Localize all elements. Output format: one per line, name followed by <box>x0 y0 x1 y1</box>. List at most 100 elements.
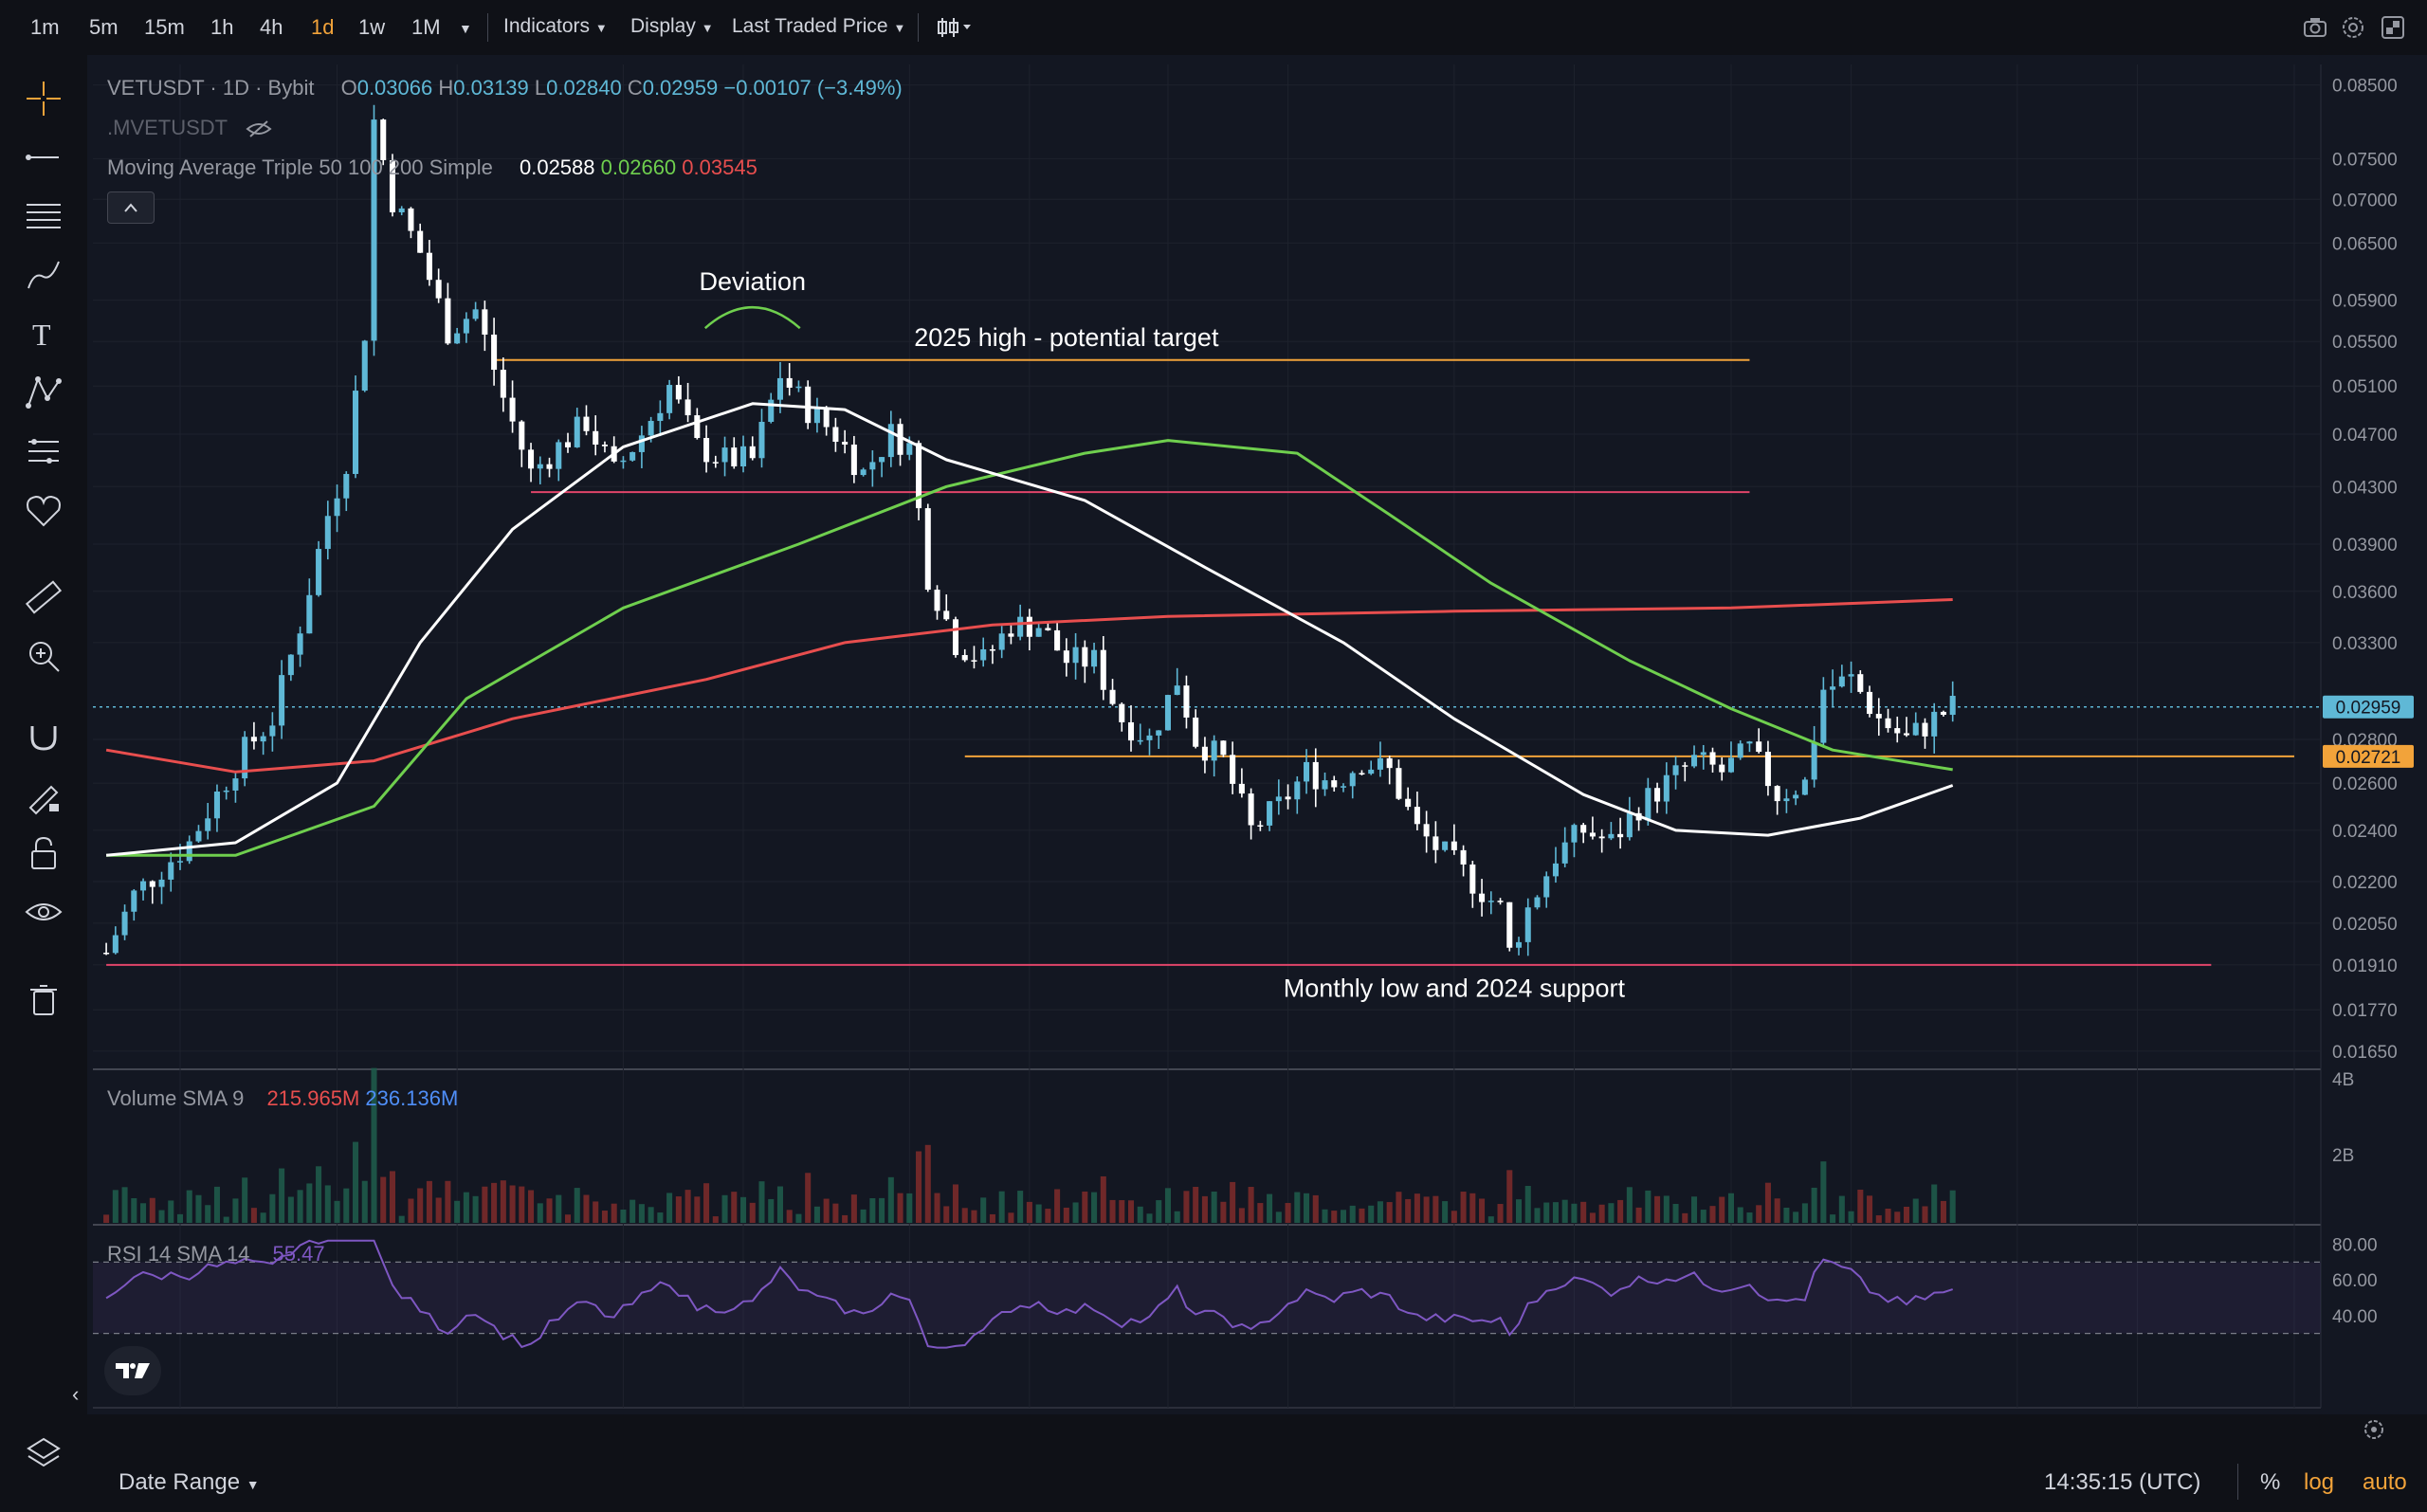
timeframe-1M[interactable]: 1M <box>411 15 441 39</box>
candle-body <box>1257 825 1264 827</box>
ruler-icon[interactable] <box>21 574 66 620</box>
lock-drawing-icon[interactable] <box>21 772 66 817</box>
candle-body <box>398 208 405 212</box>
volume-bar <box>1008 1212 1014 1223</box>
candle-body <box>1838 676 1845 687</box>
price-tick-label: 0.06500 <box>2332 234 2398 254</box>
chart-type-icon[interactable] <box>937 15 978 40</box>
heart-icon[interactable] <box>21 487 66 533</box>
lock-icon[interactable] <box>21 830 66 876</box>
candle-body <box>1626 812 1633 838</box>
brush-icon[interactable] <box>21 252 66 298</box>
ma200-value: 0.03545 <box>682 155 757 179</box>
tradingview-logo[interactable] <box>104 1346 161 1395</box>
volume-bar <box>445 1180 451 1223</box>
candle <box>1479 879 1486 917</box>
fib-retracement-icon[interactable] <box>21 193 66 239</box>
indicators-button[interactable]: Indicators ▼ <box>503 15 608 38</box>
volume-bar <box>786 1210 793 1223</box>
eye-hidden-icon[interactable] <box>245 119 273 138</box>
price-source-button[interactable]: Last Traded Price ▼ <box>732 15 905 38</box>
candle-body <box>149 881 155 887</box>
candle <box>1164 694 1171 731</box>
volume-bar <box>1414 1193 1420 1223</box>
candle <box>1451 824 1457 855</box>
axis-settings-icon[interactable] <box>2359 1414 2389 1445</box>
auto-toggle[interactable]: auto <box>2363 1469 2407 1495</box>
candle <box>1894 716 1901 743</box>
candle-body <box>121 911 128 936</box>
magnet-icon[interactable] <box>21 713 66 758</box>
crosshair-icon[interactable] <box>21 76 66 121</box>
timeframe-15m[interactable]: 15m <box>144 15 185 39</box>
volume-bar <box>1285 1203 1291 1223</box>
prediction-icon[interactable] <box>21 428 66 474</box>
volume-bar <box>1460 1192 1467 1223</box>
zoom-icon[interactable] <box>21 633 66 679</box>
volume-bar <box>491 1182 498 1223</box>
collapse-legend-button[interactable] <box>107 191 155 224</box>
settings-icon[interactable] <box>2340 14 2366 41</box>
candle <box>1700 744 1706 770</box>
candle-body <box>140 881 147 891</box>
candle-body <box>1414 807 1420 825</box>
display-button[interactable]: Display ▼ <box>630 15 714 38</box>
layers-icon[interactable] <box>21 1431 66 1477</box>
log-toggle[interactable]: log <box>2304 1469 2335 1495</box>
volume-bar <box>805 1173 812 1223</box>
timeframe-1h[interactable]: 1h <box>210 15 234 39</box>
compare-symbol[interactable]: .MVETUSDT <box>107 116 228 139</box>
volume-bar <box>1017 1191 1024 1223</box>
rsi-name[interactable]: RSI 14 SMA 14 <box>107 1242 250 1266</box>
timeframe-4h[interactable]: 4h <box>260 15 283 39</box>
pattern-icon[interactable] <box>21 370 66 415</box>
candle-body <box>1146 735 1153 740</box>
volume-bar <box>1137 1206 1143 1223</box>
volume-bar <box>684 1190 691 1223</box>
candle-body <box>768 399 775 422</box>
date-range-button[interactable]: Date Range ▼ <box>119 1469 260 1496</box>
timeframe-1w[interactable]: 1w <box>358 15 386 39</box>
ohlc-open: 0.03066 <box>356 76 433 100</box>
timeframe-1m[interactable]: 1m <box>30 15 60 39</box>
candle <box>1608 822 1615 841</box>
volume-sma-value: 236.136M <box>365 1086 459 1110</box>
camera-icon[interactable] <box>2302 15 2328 40</box>
volume-bar <box>1230 1181 1236 1223</box>
candle <box>1137 723 1143 745</box>
candle <box>1072 632 1079 680</box>
candle-body <box>1534 897 1541 908</box>
candle-body <box>205 818 211 831</box>
timeframe-dropdown-icon[interactable]: ▼ <box>459 21 472 36</box>
candle-body <box>242 737 248 779</box>
volume-bar <box>426 1180 432 1223</box>
volume-bar <box>343 1188 350 1223</box>
utc-clock[interactable]: 14:35:15 (UTC) <box>2044 1469 2201 1495</box>
collapse-left-icon[interactable]: ‹ <box>72 1382 80 1406</box>
candle <box>1589 816 1596 840</box>
trash-icon[interactable] <box>21 976 66 1022</box>
volume-bar <box>1534 1208 1541 1223</box>
volume-bar <box>564 1214 572 1223</box>
candle-body <box>463 319 469 334</box>
volume-bar <box>1672 1204 1679 1223</box>
fullscreen-icon[interactable] <box>2380 14 2406 41</box>
timeframe-1d[interactable]: 1d <box>311 15 335 39</box>
trend-line-icon[interactable] <box>21 135 66 180</box>
volume-bar <box>1304 1193 1310 1223</box>
price-tick-label: 0.03600 <box>2332 583 2398 603</box>
timeframe-5m[interactable]: 5m <box>89 15 119 39</box>
candle-body <box>1682 765 1688 767</box>
symbol-name[interactable]: VETUSDT <box>107 76 205 100</box>
volume-name[interactable]: Volume SMA 9 <box>107 1086 245 1110</box>
percent-toggle[interactable]: % <box>2260 1469 2281 1495</box>
text-icon[interactable]: T <box>21 311 66 356</box>
rsi-axis-label: 80.00 <box>2332 1236 2378 1256</box>
volume-axis-label: 2B <box>2332 1146 2354 1166</box>
candle-body <box>1174 685 1180 696</box>
eye-icon[interactable] <box>21 889 66 935</box>
volume-bar <box>1506 1170 1513 1223</box>
ma-name[interactable]: Moving Average Triple 50 100 200 Simple <box>107 155 493 179</box>
volume-bar <box>1848 1211 1854 1223</box>
